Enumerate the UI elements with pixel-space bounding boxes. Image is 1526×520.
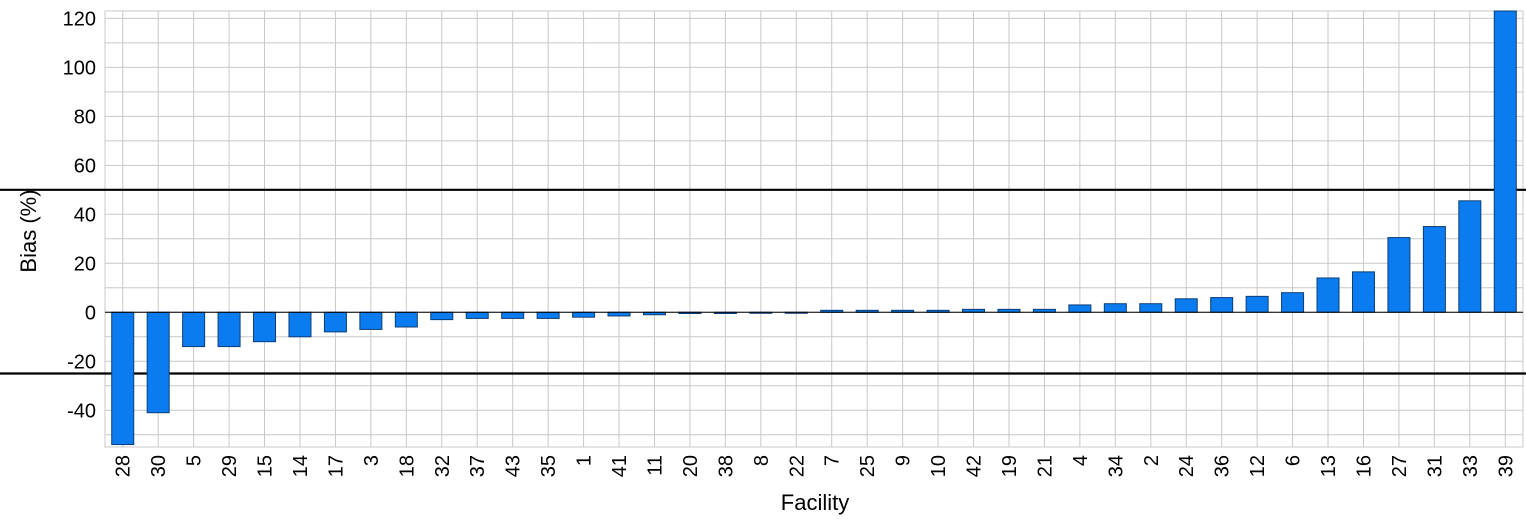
x-tick-label: 12 (1247, 455, 1269, 477)
bar (1493, 10, 1517, 313)
x-tick-label: 43 (503, 455, 525, 477)
bar (1351, 271, 1375, 313)
x-tick-label: 4 (1070, 455, 1092, 466)
bar (1139, 303, 1163, 313)
x-tick-labels: 28 30 5 29 15 14 17 3 18 32 37 43 35 1 41 11 20 38 8 22 7 25 9… (113, 455, 1518, 477)
grid-lines (104, 10, 1524, 448)
bar (536, 311, 560, 319)
y-tick-label: 100 (63, 57, 96, 79)
x-tick-label: 36 (1212, 455, 1234, 477)
x-tick-label: 2 (1141, 455, 1163, 466)
bar (465, 311, 489, 319)
bars (111, 10, 1517, 446)
x-tick-label: 17 (325, 455, 347, 477)
bar (359, 311, 383, 330)
y-tick-labels: -40 -20 0 20 40 60 80 100 120 (63, 8, 96, 422)
x-tick-label: 37 (467, 455, 489, 477)
x-tick-label: 39 (1495, 455, 1517, 477)
x-tick-label: 38 (715, 455, 737, 477)
bar (1068, 304, 1092, 313)
x-tick-label: 19 (999, 455, 1021, 477)
bar (1281, 292, 1305, 313)
x-tick-label: 27 (1389, 455, 1411, 477)
x-tick-label: 6 (1283, 455, 1305, 466)
x-tick-label: 14 (290, 455, 312, 477)
y-tick-label: 20 (74, 253, 96, 275)
y-tick-label: -20 (67, 351, 96, 373)
x-tick-label: 42 (964, 455, 986, 477)
x-tick-label: 7 (822, 455, 844, 466)
bar (1245, 295, 1269, 313)
x-tick-label: 16 (1353, 455, 1375, 477)
x-tick-label: 18 (396, 455, 418, 477)
x-tick-label: 24 (1176, 455, 1198, 477)
x-tick-label: 28 (113, 455, 135, 477)
y-tick-label: 40 (74, 204, 96, 226)
y-tick-label: 120 (63, 8, 96, 30)
x-tick-label: 9 (893, 455, 915, 466)
x-axis-title: Facility (781, 490, 849, 515)
y-tick-label: -40 (67, 400, 96, 422)
x-tick-label: 22 (786, 455, 808, 477)
bar (253, 311, 277, 343)
bar (217, 311, 241, 348)
y-axis-title: Bias (%) (16, 189, 41, 272)
bar (182, 311, 206, 348)
bar (1103, 303, 1127, 313)
x-tick-label: 33 (1460, 455, 1482, 477)
x-tick-label: 20 (680, 455, 702, 477)
bar (572, 311, 596, 318)
x-tick-label: 32 (432, 455, 454, 477)
bar (394, 311, 418, 328)
bar (1387, 237, 1411, 313)
bar (1422, 226, 1446, 313)
y-tick-label: 0 (85, 302, 96, 324)
bar (607, 311, 631, 317)
x-tick-label: 3 (361, 455, 383, 466)
x-tick-label: 5 (184, 455, 206, 466)
x-tick-label: 29 (219, 455, 241, 477)
bar (1458, 200, 1482, 313)
x-tick-label: 34 (1105, 455, 1127, 477)
x-tick-label: 25 (857, 455, 879, 477)
x-tick-label: 41 (609, 455, 631, 477)
bar (1316, 277, 1340, 313)
x-tick-label: 11 (644, 455, 666, 476)
x-tick-label: 1 (574, 455, 596, 466)
bar (146, 311, 170, 414)
plot-border (104, 10, 1524, 448)
bar (111, 311, 135, 446)
bar (1174, 298, 1198, 313)
bar (288, 311, 312, 338)
x-tick-label: 21 (1034, 455, 1056, 477)
x-tick-label: 15 (255, 455, 277, 477)
bar (501, 311, 525, 319)
y-tick-label: 60 (74, 155, 96, 177)
x-tick-label: 8 (751, 455, 773, 466)
x-tick-label: 35 (538, 455, 560, 477)
x-tick-label: 30 (148, 455, 170, 477)
reference-lines (0, 188, 1526, 375)
y-tick-label: 80 (74, 106, 96, 128)
bar (1210, 297, 1234, 313)
bar (323, 311, 347, 333)
x-tick-label: 31 (1424, 455, 1446, 477)
bar (430, 311, 454, 321)
x-tick-label: 13 (1318, 455, 1340, 477)
x-tick-label: 10 (928, 455, 950, 477)
